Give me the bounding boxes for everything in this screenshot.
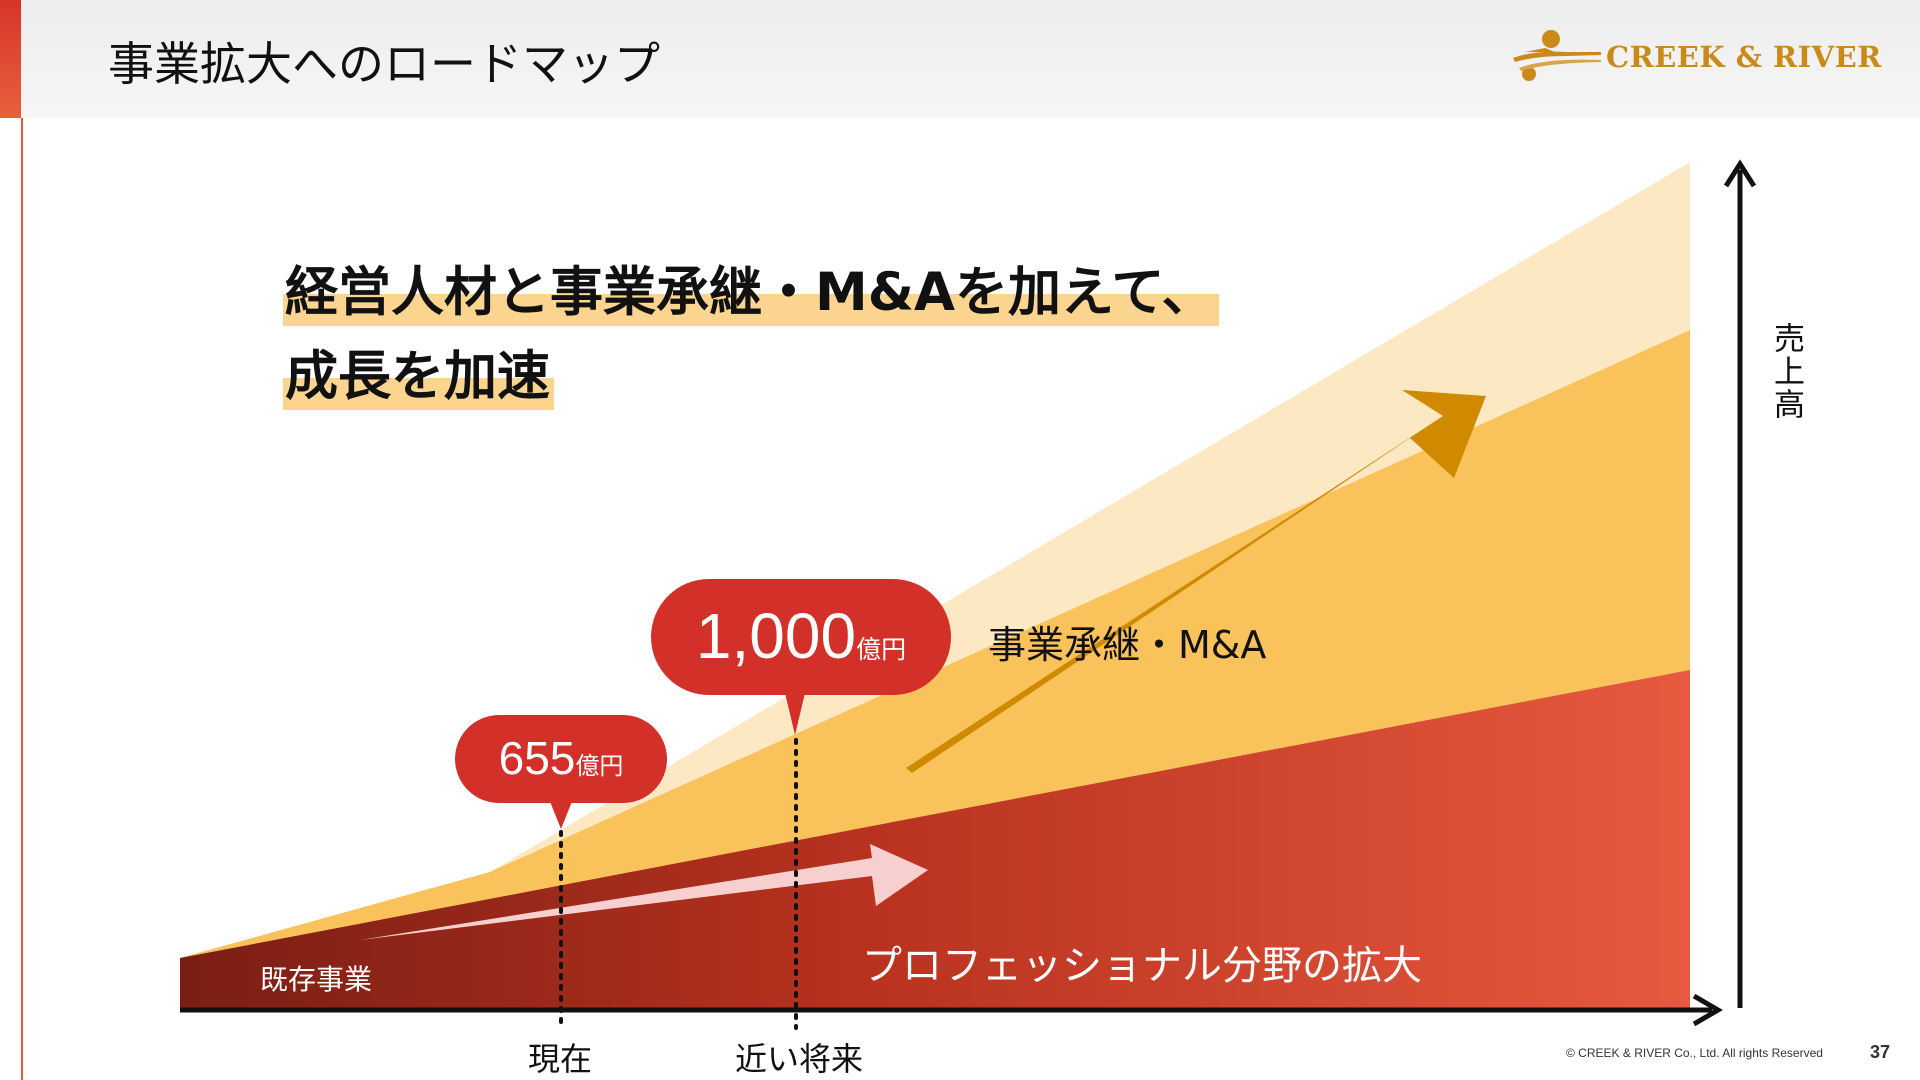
creek-river-logo-icon [1513, 30, 1601, 81]
existing-business-label: 既存事業 [260, 963, 373, 996]
left-accent-bar [0, 0, 21, 118]
mna-growth-arrow [906, 390, 1486, 773]
headline-line-1: 経営人材と事業承継・M&Aを加えて、 [283, 250, 1219, 326]
mna-label: 事業承継・M&A [988, 623, 1267, 667]
milestone-bubble-now: 655 億円 [455, 715, 667, 803]
x-axis-arrowhead [1692, 993, 1723, 1027]
page-number: 37 [1870, 1042, 1891, 1062]
headline-line-2: 成長を加速 [283, 334, 554, 410]
left-accent-line [21, 118, 23, 1080]
milestone-value: 655 [498, 732, 576, 784]
milestone-bubble-tail [785, 693, 805, 735]
page-title: 事業拡大へのロードマップ [108, 37, 660, 91]
professional-label: プロフェッショナル分野の拡大 [862, 943, 1422, 989]
milestone-unit: 億円 [575, 752, 624, 780]
y-axis-label: 売上高 [1768, 322, 1804, 421]
x-label-future: 近い将来 [735, 1040, 864, 1078]
logo-text: CREEK & RIVER [1606, 40, 1882, 74]
milestone-bubble-future: 1,000 億円 [651, 579, 951, 695]
y-axis-arrowhead [1723, 159, 1757, 188]
milestone-unit: 億円 [856, 635, 907, 664]
header-band [21, 0, 1920, 118]
milestone-value: 1,000 [695, 600, 857, 672]
copyright: © CREEK & RIVER Co., Ltd. All rights Res… [1566, 1046, 1823, 1060]
milestone-bubble-tail [549, 799, 573, 829]
existing-area [180, 670, 1690, 1010]
x-label-now: 現在 [528, 1040, 593, 1078]
